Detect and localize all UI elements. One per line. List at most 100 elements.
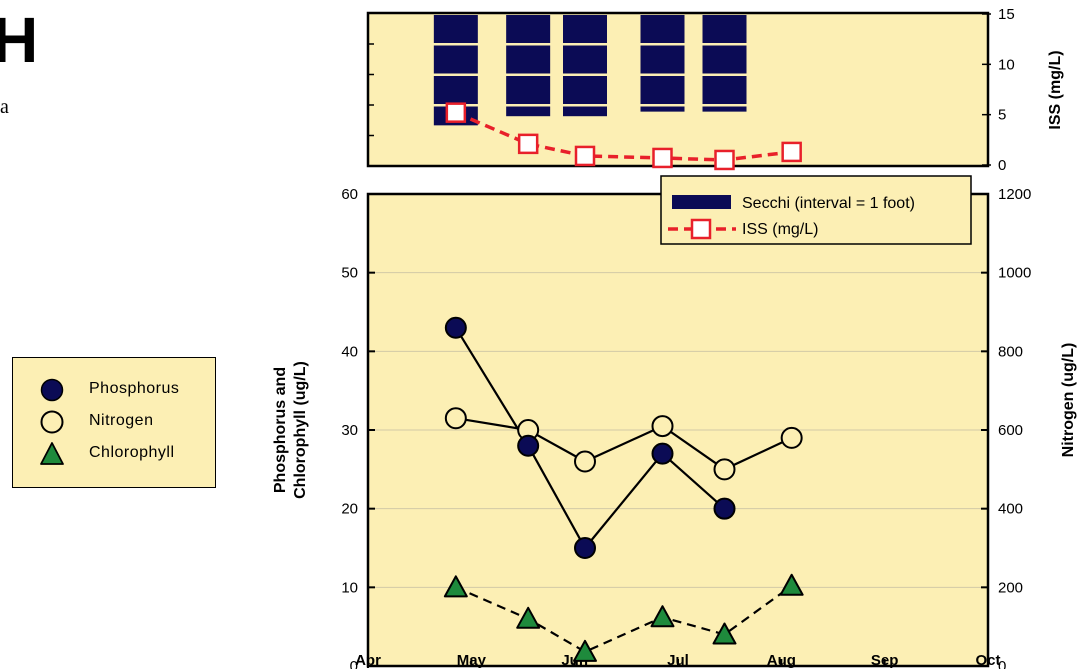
marker-chlorophyll bbox=[516, 606, 541, 629]
iss-marker bbox=[445, 102, 467, 123]
right-tick-label: 200 bbox=[998, 579, 1023, 596]
series-markers bbox=[443, 316, 804, 662]
right-tick-label: 600 bbox=[998, 422, 1023, 439]
iss-axis-label: ISS (mg/L) bbox=[1047, 50, 1064, 129]
nitrogen-marker-icon bbox=[40, 410, 64, 434]
legend-item-nitrogen: Nitrogen bbox=[13, 408, 215, 436]
left-tick-label: 10 bbox=[341, 579, 358, 596]
marker-chlorophyll bbox=[779, 573, 804, 596]
secchi-iss-panel: 0 5 10 15 ISS (mg/L) bbox=[366, 6, 1064, 174]
secchi-bar-segment bbox=[702, 45, 747, 74]
secchi-bar-segment bbox=[702, 15, 747, 43]
marker-chlorophyll bbox=[712, 622, 737, 645]
marker-phosphorus bbox=[444, 316, 467, 339]
left-tick-label: 20 bbox=[341, 501, 358, 518]
iss-tick-label: 15 bbox=[998, 6, 1015, 23]
secchi-bar-segment bbox=[433, 15, 478, 43]
iss-marker bbox=[517, 133, 539, 155]
secchi-bar-segment bbox=[640, 76, 685, 104]
left-tick-label: 30 bbox=[341, 422, 358, 439]
iss-tick-label: 5 bbox=[998, 107, 1006, 124]
marker-nitrogen bbox=[780, 426, 803, 449]
left-tick-label: 60 bbox=[341, 186, 358, 203]
secchi-bar-segment bbox=[433, 45, 478, 74]
secchi-bar-segment bbox=[563, 106, 607, 117]
marker-nitrogen bbox=[713, 458, 736, 481]
secchi-bar-segment bbox=[506, 106, 551, 117]
right-tick-label: 0 bbox=[998, 658, 1006, 669]
secchi-bar-segment bbox=[640, 106, 685, 112]
right-tick-label: 1000 bbox=[998, 265, 1031, 282]
secchi-bar-segment bbox=[702, 106, 747, 112]
legend-label-nitrogen: Nitrogen bbox=[89, 412, 154, 429]
cropped-text-fragment: a bbox=[0, 96, 9, 118]
month-tick-label: Jul bbox=[667, 652, 689, 669]
iss-axis: 0 5 10 15 bbox=[982, 6, 1015, 174]
iss-marker bbox=[714, 149, 735, 171]
legend-label-chlorophyll: Chlorophyll bbox=[89, 444, 175, 461]
iss-marker bbox=[574, 145, 596, 167]
secchi-bar-segment bbox=[563, 45, 607, 74]
cropped-heading-fragment: H bbox=[0, 4, 38, 76]
month-tick-label: Apr bbox=[355, 652, 381, 669]
secchi-iss-legend: Secchi (interval = 1 foot) ISS (mg/L) bbox=[660, 175, 972, 245]
marker-phosphorus bbox=[713, 497, 736, 520]
marker-chlorophyll bbox=[650, 605, 675, 628]
left-tick-label: 50 bbox=[341, 265, 358, 282]
marker-phosphorus bbox=[651, 442, 674, 465]
iss-marker-swatch-icon bbox=[690, 218, 712, 240]
secchi-bars bbox=[433, 15, 747, 126]
inset-legend-box bbox=[660, 175, 972, 245]
left-axis-label-line1: Phosphorus and bbox=[272, 367, 289, 493]
secchi-bar-segment bbox=[433, 76, 478, 104]
month-axis: AprMayJunJulAugSepOct bbox=[355, 652, 1000, 669]
marker-nitrogen bbox=[651, 415, 674, 438]
phosphorus-marker-icon bbox=[40, 378, 64, 402]
top-left-tick-marks bbox=[368, 43, 374, 167]
left-axis: 0 10 20 30 40 50 60 bbox=[341, 186, 375, 669]
legend-label-phosphorus: Phosphorus bbox=[89, 380, 180, 397]
iss-marker bbox=[652, 147, 673, 169]
month-tick-label: May bbox=[457, 652, 487, 669]
secchi-bar-segment bbox=[640, 45, 685, 74]
nitrogen-axis: 0 200 400 600 800 1000 1200 bbox=[981, 186, 1031, 669]
month-tick-label: Sep bbox=[871, 652, 899, 669]
left-tick-label: 0 bbox=[350, 658, 358, 669]
secchi-bar-segment bbox=[702, 76, 747, 104]
nutrients-panel: 0 10 20 30 40 50 60 0 200 400 600 800 1000 1200 Apr M… bbox=[272, 175, 1077, 669]
secchi-bar-segment bbox=[506, 45, 551, 74]
iss-tick-label: 0 bbox=[998, 157, 1006, 174]
marker-nitrogen bbox=[574, 450, 596, 473]
marker-phosphorus bbox=[517, 434, 540, 457]
iss-series bbox=[445, 102, 802, 171]
legend-item-chlorophyll: Chlorophyll bbox=[13, 440, 215, 468]
marker-phosphorus bbox=[574, 537, 596, 559]
month-tick-label: Aug bbox=[767, 652, 796, 669]
legend-label-iss: ISS (mg/L) bbox=[742, 221, 818, 238]
iss-tick-label: 10 bbox=[998, 56, 1015, 73]
right-tick-label: 400 bbox=[998, 501, 1023, 518]
secchi-bar-segment bbox=[506, 15, 551, 43]
left-tick-label: 40 bbox=[341, 343, 358, 360]
legend-item-phosphorus: Phosphorus bbox=[13, 376, 215, 404]
nitrogen-axis-label: Nitrogen (ug/L) bbox=[1060, 343, 1077, 458]
marker-chlorophyll bbox=[573, 639, 597, 662]
secchi-bar-segment bbox=[506, 76, 551, 104]
iss-line bbox=[455, 111, 792, 162]
chlorophyll-marker-icon bbox=[40, 442, 64, 465]
right-tick-label: 1200 bbox=[998, 186, 1031, 203]
right-tick-label: 800 bbox=[998, 343, 1023, 360]
secchi-bar-segment bbox=[640, 15, 685, 43]
secchi-swatch-icon bbox=[672, 195, 731, 209]
series-legend: Phosphorus Nitrogen Chlorophyll bbox=[12, 357, 216, 488]
legend-label-secchi: Secchi (interval = 1 foot) bbox=[742, 195, 915, 212]
line-chlorophyll bbox=[455, 584, 793, 654]
marker-chlorophyll bbox=[443, 575, 468, 598]
iss-marker bbox=[781, 141, 802, 163]
secchi-bar-segment bbox=[563, 76, 607, 104]
month-tick-label: Oct bbox=[975, 652, 1000, 669]
marker-nitrogen bbox=[444, 407, 467, 430]
left-axis-label-line2: Chlorophyll (ug/L) bbox=[292, 361, 309, 499]
